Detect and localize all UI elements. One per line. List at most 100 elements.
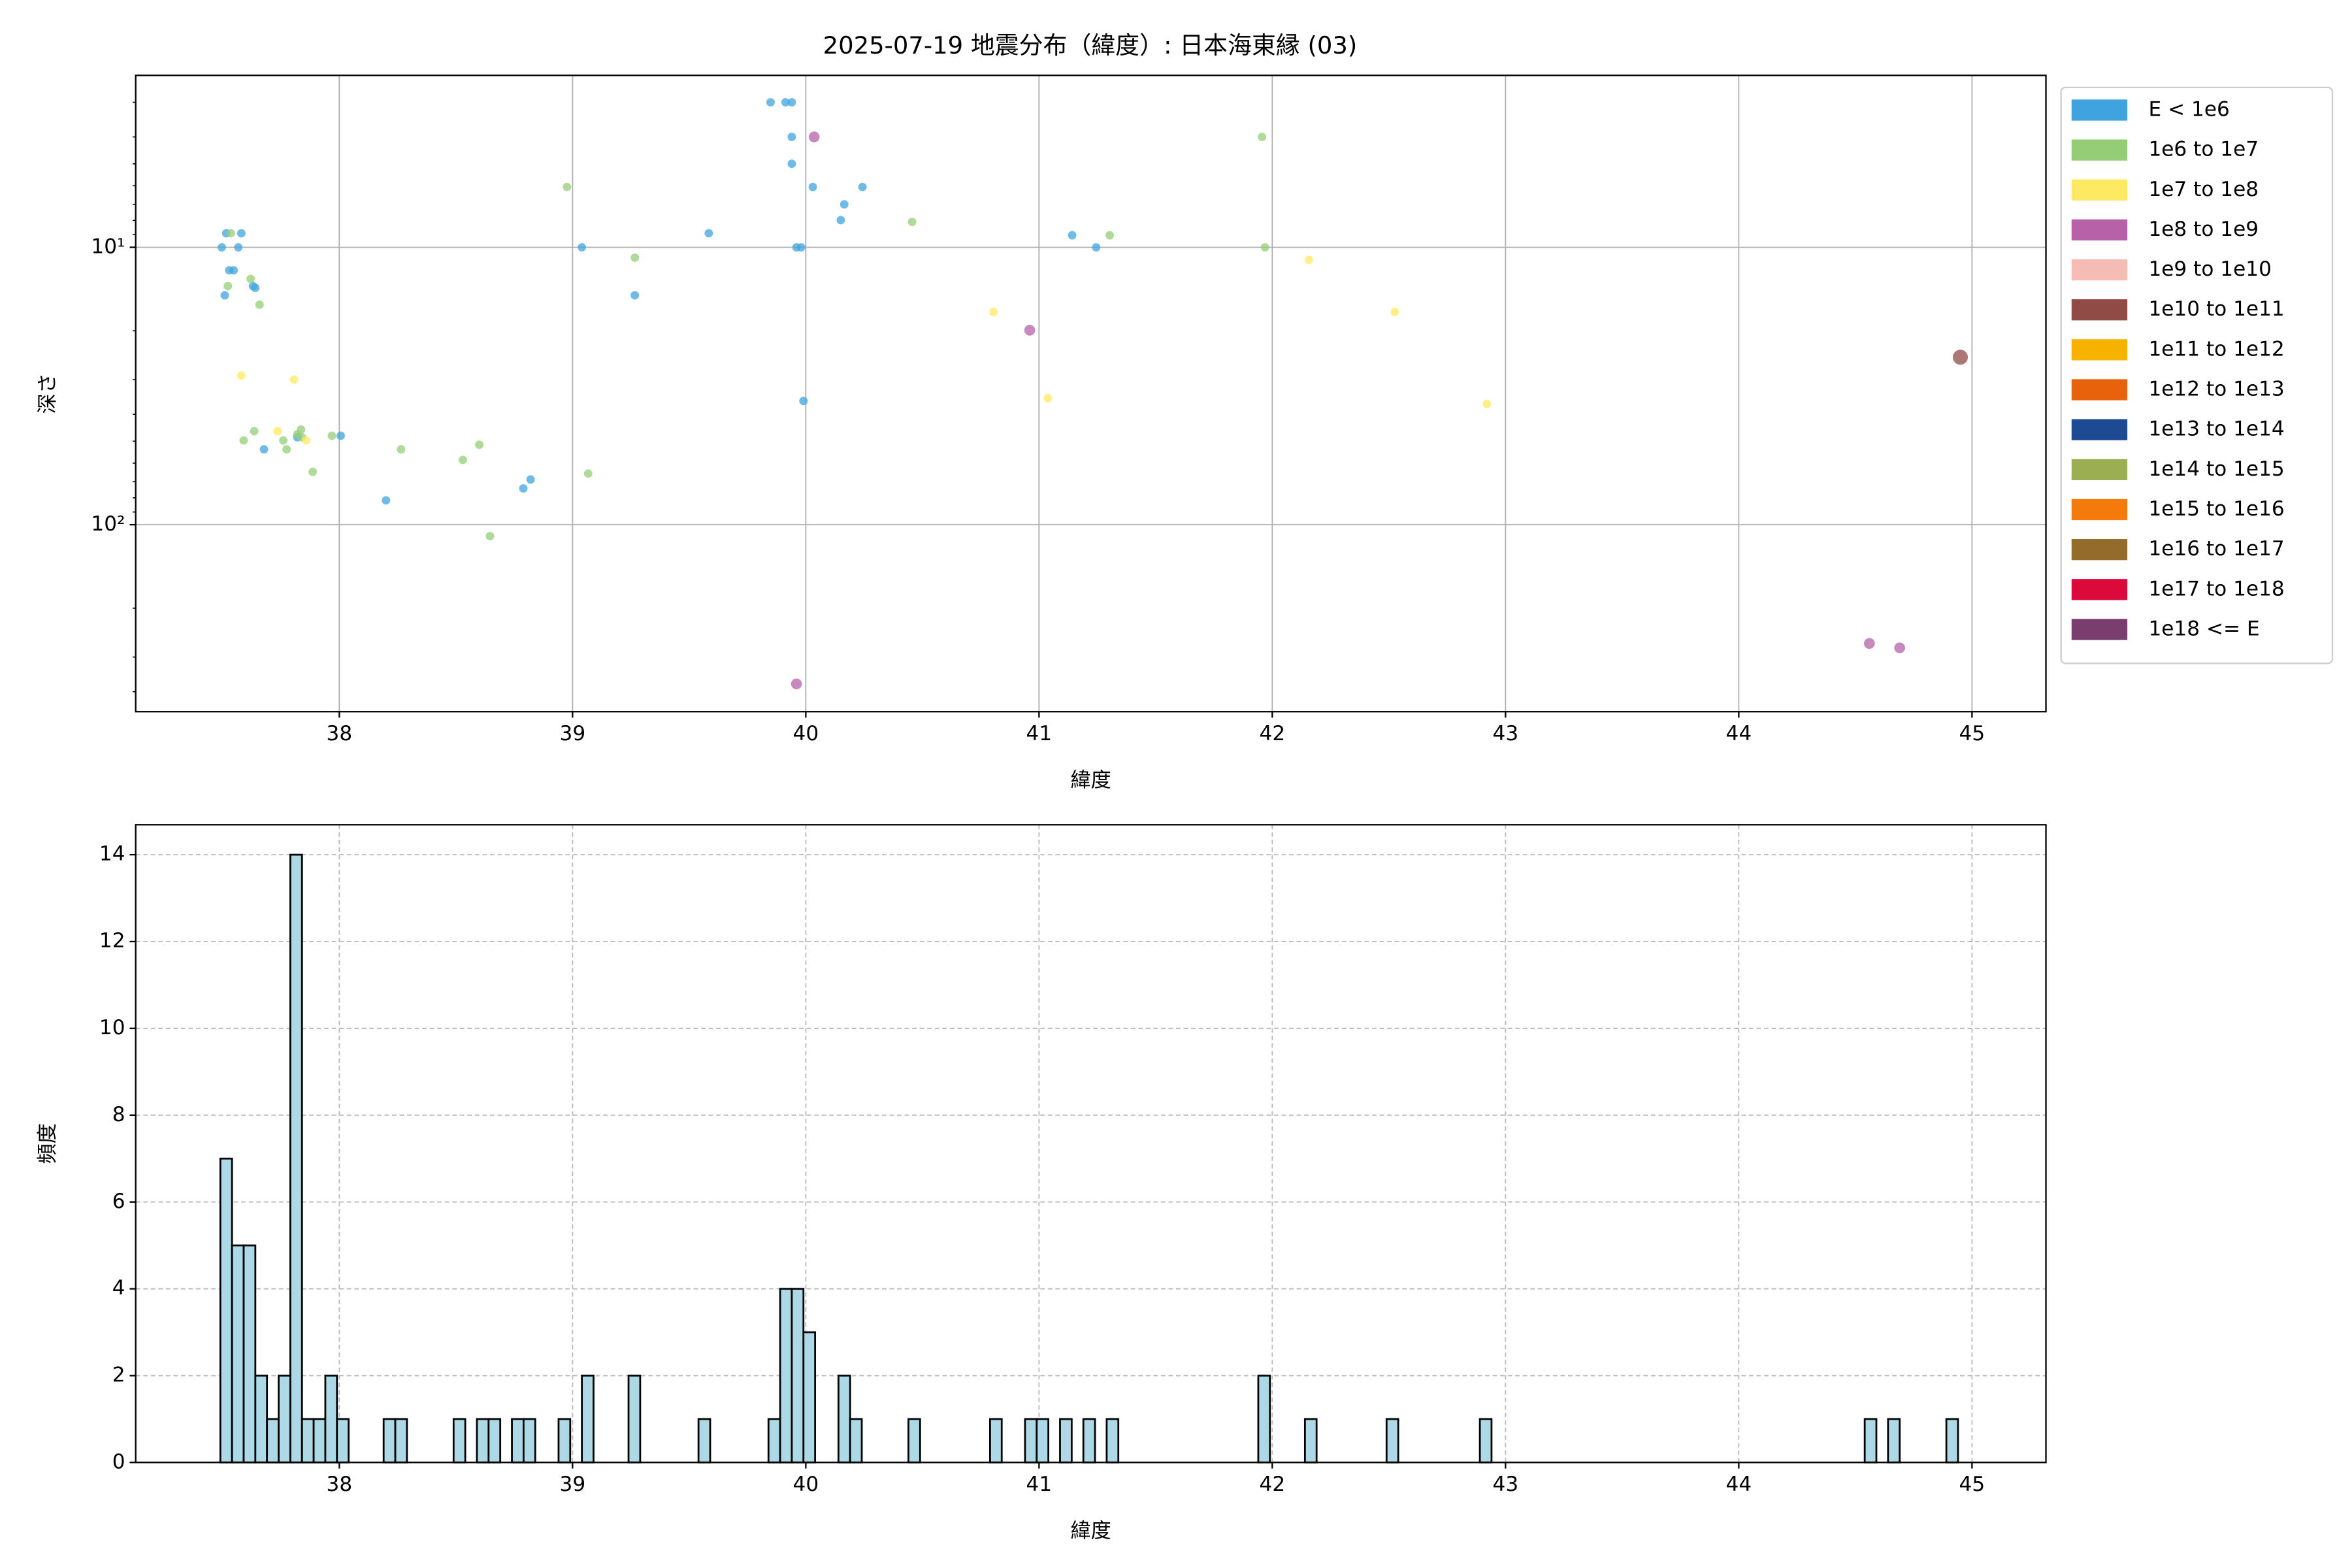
data-point xyxy=(223,282,233,291)
y-tick-label: 14 xyxy=(99,842,125,866)
data-point xyxy=(226,229,235,238)
bar xyxy=(289,853,303,1463)
data-point xyxy=(766,98,775,106)
bar xyxy=(1036,1418,1050,1463)
bar xyxy=(557,1418,572,1463)
data-point xyxy=(251,284,260,293)
data-point xyxy=(239,436,248,445)
data-point xyxy=(289,375,299,384)
x-tick-label: 40 xyxy=(793,722,819,745)
data-point xyxy=(273,427,282,436)
y-tick-label: 10¹ xyxy=(91,235,125,259)
legend-label: 1e12 to 1e13 xyxy=(2148,378,2284,401)
x-tick-label: 44 xyxy=(1726,1473,1752,1496)
plot-frame xyxy=(135,74,2047,713)
bar xyxy=(336,1418,350,1463)
legend-label: 1e11 to 1e12 xyxy=(2148,337,2284,361)
data-point xyxy=(259,445,269,454)
data-point xyxy=(519,484,528,493)
data-point xyxy=(229,266,238,275)
x-tick-label: 41 xyxy=(1026,722,1053,745)
bar xyxy=(1887,1418,1901,1463)
bar xyxy=(523,1418,536,1463)
data-point xyxy=(234,243,243,252)
legend-label: 1e13 to 1e14 xyxy=(2148,417,2284,441)
bar xyxy=(1082,1418,1096,1463)
x-tick-label: 38 xyxy=(327,1473,353,1496)
y-tick-label: 4 xyxy=(112,1277,125,1300)
legend-swatch xyxy=(2071,459,2128,480)
x-tick-label: 42 xyxy=(1260,1473,1286,1496)
data-point xyxy=(808,131,820,142)
data-point xyxy=(382,496,391,505)
legend-swatch xyxy=(2071,99,2128,121)
x-tick-label: 39 xyxy=(560,1473,586,1496)
bar xyxy=(767,1418,781,1463)
x-tick-label: 45 xyxy=(1959,1473,1985,1496)
data-point xyxy=(237,371,246,380)
data-point xyxy=(583,469,593,478)
data-point xyxy=(526,475,535,484)
y-tick-label: 0 xyxy=(112,1450,125,1473)
bar xyxy=(254,1375,269,1463)
bar xyxy=(452,1418,466,1463)
legend-label: 1e14 to 1e15 xyxy=(2148,457,2284,481)
data-point xyxy=(1068,231,1077,240)
legend-label: 1e17 to 1e18 xyxy=(2148,577,2284,600)
data-point xyxy=(781,98,790,106)
bar xyxy=(1945,1418,1959,1463)
legend-label: 1e9 to 1e10 xyxy=(2148,257,2271,281)
legend-swatch xyxy=(2071,299,2128,321)
y-tick-label: 10 xyxy=(99,1016,125,1039)
data-point xyxy=(302,436,311,445)
data-point xyxy=(1482,399,1492,408)
data-point xyxy=(459,455,468,465)
data-point xyxy=(791,678,802,690)
data-point xyxy=(630,291,640,300)
bar xyxy=(1863,1418,1878,1463)
legend-label: 1e10 to 1e11 xyxy=(2148,297,2284,321)
bar xyxy=(581,1375,595,1463)
legend-label: 1e6 to 1e7 xyxy=(2148,138,2259,161)
data-point xyxy=(297,425,306,434)
bar xyxy=(231,1244,245,1463)
data-point xyxy=(1894,642,1906,653)
bar xyxy=(779,1288,793,1463)
y-tick-label: 10² xyxy=(91,512,125,536)
data-point xyxy=(1260,243,1269,252)
bar xyxy=(1257,1375,1271,1463)
data-point xyxy=(1258,133,1267,142)
data-point xyxy=(246,274,255,284)
data-point xyxy=(796,243,806,252)
bar xyxy=(266,1418,280,1463)
legend-swatch xyxy=(2071,139,2128,161)
data-point xyxy=(836,216,845,225)
data-point xyxy=(563,182,572,191)
bar xyxy=(476,1418,490,1463)
bar xyxy=(1059,1418,1073,1463)
bar xyxy=(1385,1418,1399,1463)
data-point xyxy=(1952,350,1968,365)
legend-label: 1e16 to 1e17 xyxy=(2148,537,2284,561)
legend-swatch xyxy=(2071,339,2128,361)
chart-title: 2025-07-19 地震分布（緯度）: 日本海東縁 (03) xyxy=(823,31,1358,59)
bar xyxy=(791,1288,805,1463)
bar xyxy=(802,1331,817,1463)
legend-box xyxy=(2060,86,2334,664)
legend-label: E < 1e6 xyxy=(2148,97,2229,121)
data-point xyxy=(1092,243,1101,252)
legend-swatch xyxy=(2071,179,2128,201)
legend-swatch xyxy=(2071,619,2128,640)
data-point xyxy=(989,307,998,316)
y-tick-label: 8 xyxy=(112,1103,125,1126)
data-point xyxy=(799,397,808,406)
legend-swatch xyxy=(2071,259,2128,281)
bar xyxy=(1105,1418,1120,1463)
data-point xyxy=(308,467,318,476)
y-axis-label: 深さ xyxy=(36,373,59,414)
y-tick-label: 6 xyxy=(112,1190,125,1213)
bar xyxy=(1024,1418,1038,1463)
data-point xyxy=(787,98,796,106)
data-point xyxy=(787,159,796,169)
